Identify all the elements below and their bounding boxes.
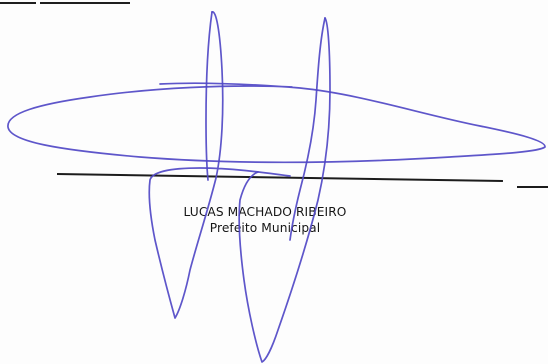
- top-rule-left: [0, 2, 36, 4]
- signer-name: LUCAS MACHADO RIBEIRO: [183, 205, 347, 219]
- signature-line: [56, 173, 503, 183]
- signer-title: Prefeito Municipal: [209, 221, 321, 235]
- signature-inner-stem: [205, 11, 213, 181]
- signature-left-stroke: [148, 11, 291, 319]
- signature-right-stroke: [238, 17, 331, 363]
- signature-loop-stroke: [7, 82, 546, 164]
- signer-block: LUCAS MACHADO RIBEIRO Prefeito Municipal: [150, 204, 380, 236]
- top-rule-right: [40, 2, 130, 4]
- signature-line-tail: [517, 186, 548, 188]
